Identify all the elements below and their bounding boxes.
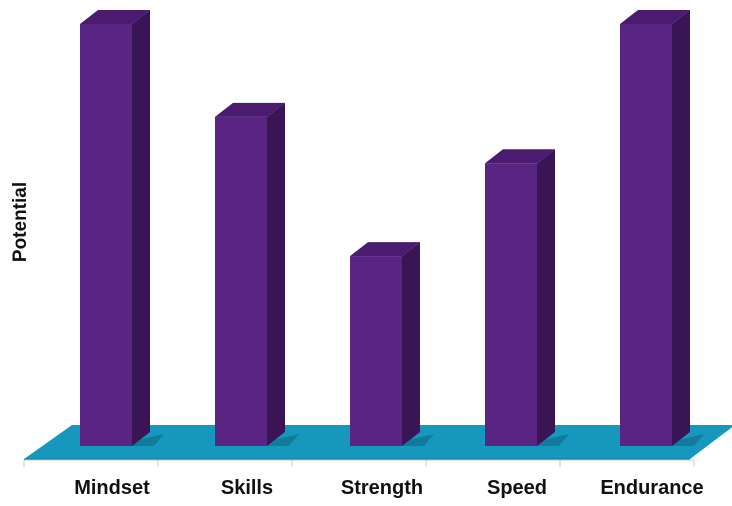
bar-front-face [80,24,132,446]
bar-front-face [215,116,267,446]
x-tick-label-endurance: Endurance [600,477,703,499]
bar-front-face [620,24,672,446]
bar-side-face [267,102,285,446]
bar-top-face [215,102,285,117]
bar-skills [215,102,299,446]
bar-shadow [354,434,434,446]
bar-top-face [80,10,150,24]
bar-endurance [620,10,704,446]
bar-side-face [402,242,420,446]
category-labels-layer: Mindset Skills Strength Speed Endurance [74,477,703,499]
bar-top-face [485,149,555,164]
bar-front-face [485,163,537,446]
x-tick-label-speed: Speed [487,477,547,499]
bar-top-face [620,10,690,24]
bar-shadow [219,434,299,446]
bar-shadow [84,434,164,446]
bars-layer [80,10,704,446]
bar-shadow [489,434,569,446]
bar-speed [485,149,569,446]
x-tick-label-strength: Strength [341,477,423,499]
bar-side-face [537,149,555,446]
bar-front-face [350,256,402,446]
bar-strength [350,242,434,446]
bar-side-face [672,10,690,446]
bar-top-face [350,242,420,257]
bar-shadow [624,434,704,446]
bar-side-face [132,10,150,446]
x-axis-layer [23,459,695,467]
bar-mindset [80,10,164,446]
x-tick-label-skills: Skills [221,477,273,499]
x-tick-label-mindset: Mindset [74,477,150,499]
y-axis-label: Potential [10,182,31,262]
